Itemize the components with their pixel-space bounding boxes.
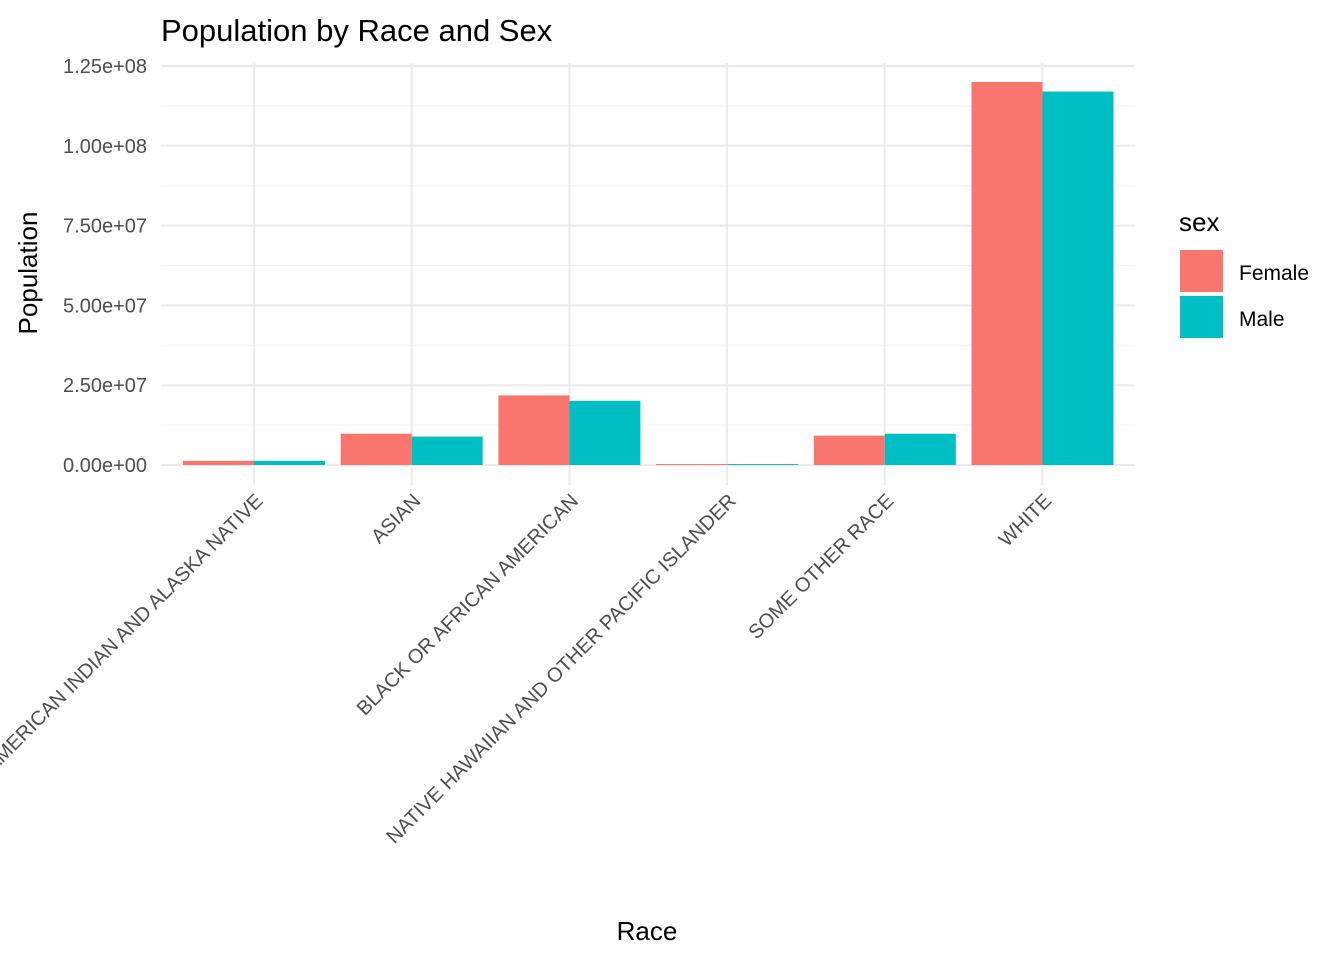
y-axis-title: Population bbox=[13, 212, 43, 335]
legend-key-female bbox=[1180, 250, 1223, 292]
bar-male bbox=[884, 433, 956, 465]
bar-male bbox=[254, 460, 325, 465]
y-tick-label: 0.00e+00 bbox=[63, 455, 147, 477]
x-tick-label: ASIAN bbox=[367, 490, 425, 548]
bar-male bbox=[411, 436, 483, 465]
legend-label-female: Female bbox=[1239, 262, 1309, 285]
y-tick-label: 7.50e+07 bbox=[63, 216, 147, 238]
x-tick-label: AMERICAN INDIAN AND ALASKA NATIVE bbox=[0, 490, 268, 776]
bar-female bbox=[971, 81, 1043, 466]
legend-key-male bbox=[1180, 296, 1223, 338]
x-tick-label: NATIVE HAWAIIAN AND OTHER PACIFIC ISLAND… bbox=[382, 490, 740, 848]
bar-female bbox=[498, 395, 570, 465]
x-tick-label: WHITE bbox=[995, 490, 1056, 551]
bar-male bbox=[727, 464, 799, 465]
legend: sex Female Male bbox=[1179, 207, 1309, 338]
bar-female bbox=[340, 433, 412, 465]
y-axis-ticks: 0.00e+00 2.50e+07 5.00e+07 7.50e+07 1.00e+08… bbox=[63, 56, 147, 477]
bar-male bbox=[1042, 91, 1114, 465]
x-axis-ticks: AMERICAN INDIAN AND ALASKA NATIVE ASIANBL… bbox=[0, 490, 1056, 848]
bar-female bbox=[183, 460, 254, 465]
y-tick-label: 5.00e+07 bbox=[63, 295, 147, 317]
bar-female bbox=[656, 464, 728, 465]
legend-label-male: Male bbox=[1239, 308, 1285, 331]
bar-female bbox=[813, 435, 885, 465]
bar-male bbox=[569, 400, 641, 465]
chart-title: Population by Race and Sex bbox=[161, 13, 553, 48]
y-tick-label: 2.50e+07 bbox=[63, 375, 147, 397]
bars bbox=[183, 81, 1114, 466]
legend-title: sex bbox=[1179, 207, 1219, 237]
x-tick-label: SOME OTHER RACE bbox=[744, 490, 898, 644]
y-tick-label: 1.25e+08 bbox=[63, 56, 147, 78]
y-tick-label: 1.00e+08 bbox=[63, 136, 147, 158]
x-axis-title: Race bbox=[617, 916, 678, 946]
